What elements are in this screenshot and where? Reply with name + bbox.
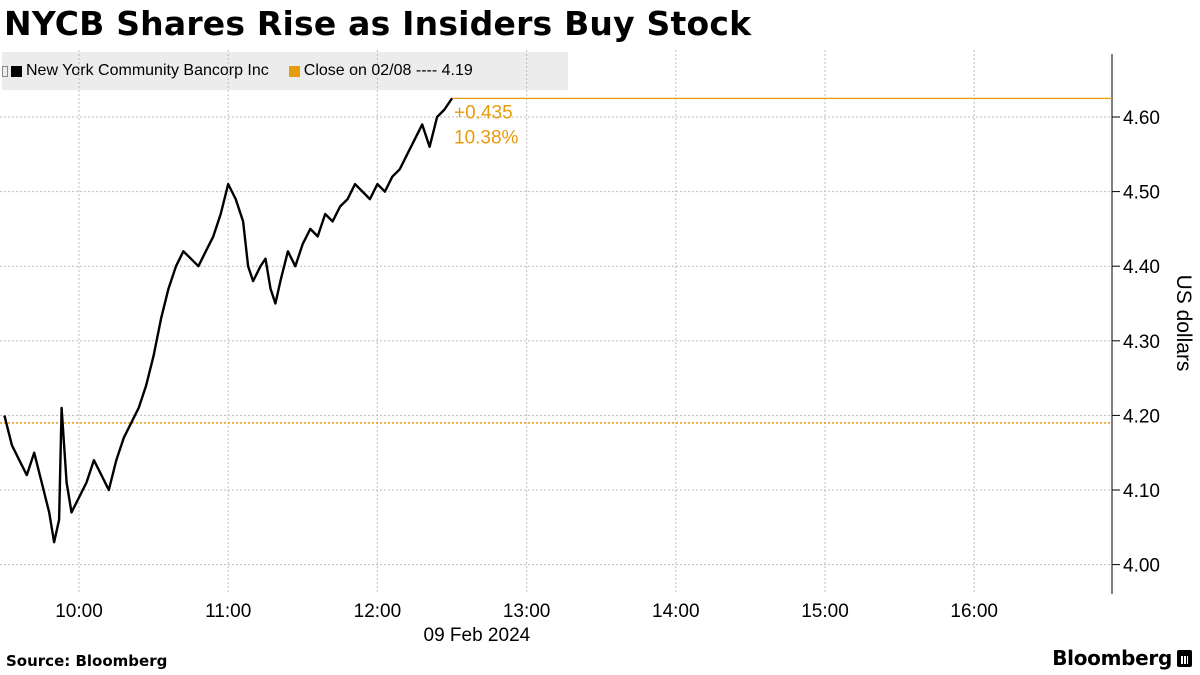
y-tick-label: 4.40 (1123, 257, 1160, 278)
legend-handle-icon[interactable] (2, 65, 8, 77)
y-axis-label: US dollars (1172, 275, 1195, 372)
x-tick-label: 10:00 (55, 601, 103, 622)
pct-change-annotation: 10.38% (454, 127, 519, 148)
legend-label-series: New York Community Bancorp Inc (26, 62, 269, 79)
reference-lines (0, 97, 1112, 424)
y-tick-label: 4.00 (1123, 556, 1160, 577)
x-tick-label: 16:00 (950, 601, 998, 622)
x-tick-label: 12:00 (354, 601, 402, 622)
x-tick-label: 11:00 (205, 601, 251, 622)
legend-item-series: New York Community Bancorp Inc (11, 62, 269, 80)
grid-lines (0, 50, 1112, 594)
axes (1111, 54, 1120, 594)
chart-title: NYCB Shares Rise as Insiders Buy Stock (4, 4, 752, 43)
y-tick-label: 4.10 (1123, 481, 1160, 502)
y-tick-label: 4.60 (1123, 108, 1160, 129)
x-tick-label: 13:00 (503, 601, 551, 622)
y-tick-label: 4.20 (1123, 406, 1160, 427)
axis-labels: 4.00 4.10 4.20 4.30 4.40 4.50 4.60 10:00 11:00 12… (55, 102, 1195, 646)
x-tick-label: 14:00 (652, 601, 700, 622)
bloomberg-mark-icon (1177, 649, 1192, 667)
legend: New York Community Bancorp Inc Close on … (2, 52, 568, 90)
x-tick-label: 15:00 (801, 601, 849, 622)
legend-swatch-series (11, 65, 22, 77)
source-note: Source: Bloomberg (6, 652, 168, 670)
series-layer (3, 97, 453, 544)
legend-swatch-reference (288, 65, 300, 77)
legend-label-reference: Close on 02/08 ---- 4.19 (303, 62, 473, 79)
y-tick-label: 4.30 (1123, 332, 1160, 353)
x-axis-label: 09 Feb 2024 (424, 625, 531, 646)
series-line-nycb (3, 97, 453, 544)
brand-name: Bloomberg (1052, 646, 1172, 670)
y-tick-label: 4.50 (1123, 183, 1160, 204)
legend-item-reference: Close on 02/08 ---- 4.19 (288, 62, 473, 80)
change-annotation: +0.435 (454, 102, 513, 123)
brand-logo: Bloomberg (1052, 646, 1192, 670)
